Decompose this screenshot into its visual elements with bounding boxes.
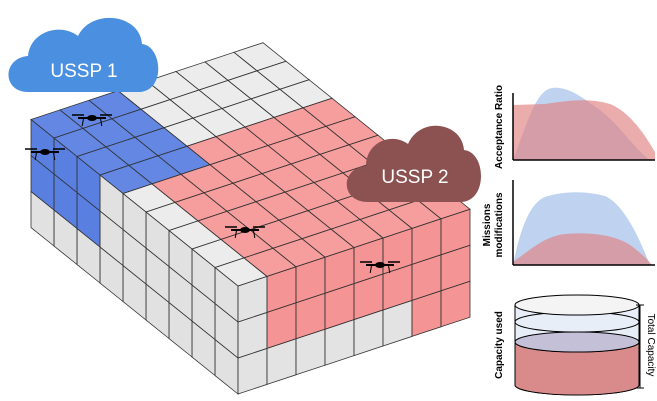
drone [225,226,265,239]
drone-leg [234,229,238,239]
drone [360,261,400,274]
drone-leg [387,264,391,274]
cloud-shape [8,17,159,92]
drone-leg [369,264,373,274]
cloud-label: USSP 2 [381,167,448,188]
label-line: Missions [482,203,493,246]
panel-label: Acceptance Ratio [494,85,505,169]
cloud-ussp1: USSP 1 [8,17,159,92]
drones [25,114,400,274]
drone [72,114,112,127]
drone-body [240,227,250,233]
cloud-label: USSP 1 [50,61,117,82]
modifications-chart: Missionsmodifications [482,180,655,266]
panel-label: Capacity used [494,311,505,379]
acceptance-chart: Acceptance Ratio [494,85,655,169]
label-line: Capacity used [494,311,505,379]
capacity-cylinder: Capacity used Total Capacity [494,294,656,396]
label-line: modifications [494,192,505,257]
red-area [513,100,655,160]
airspace-grid [30,42,471,395]
red-area [513,233,652,265]
drone-leg [252,229,256,239]
drone-leg [81,117,85,127]
drone-body [375,262,385,268]
used-level [514,331,640,353]
drone-body [87,115,97,121]
drone-leg [34,151,38,161]
cloud-ussp2: USSP 2 [346,125,481,202]
drone [25,148,65,161]
drone-leg [99,117,103,127]
cylinder-top [514,294,640,316]
label-line: Acceptance Ratio [494,85,505,169]
cloud-shape [346,125,481,202]
total-capacity-label: Total Capacity [645,314,656,377]
bracket [636,304,644,389]
panel-label: Missionsmodifications [482,192,505,257]
drone-leg [52,151,56,161]
drone-body [40,149,50,155]
